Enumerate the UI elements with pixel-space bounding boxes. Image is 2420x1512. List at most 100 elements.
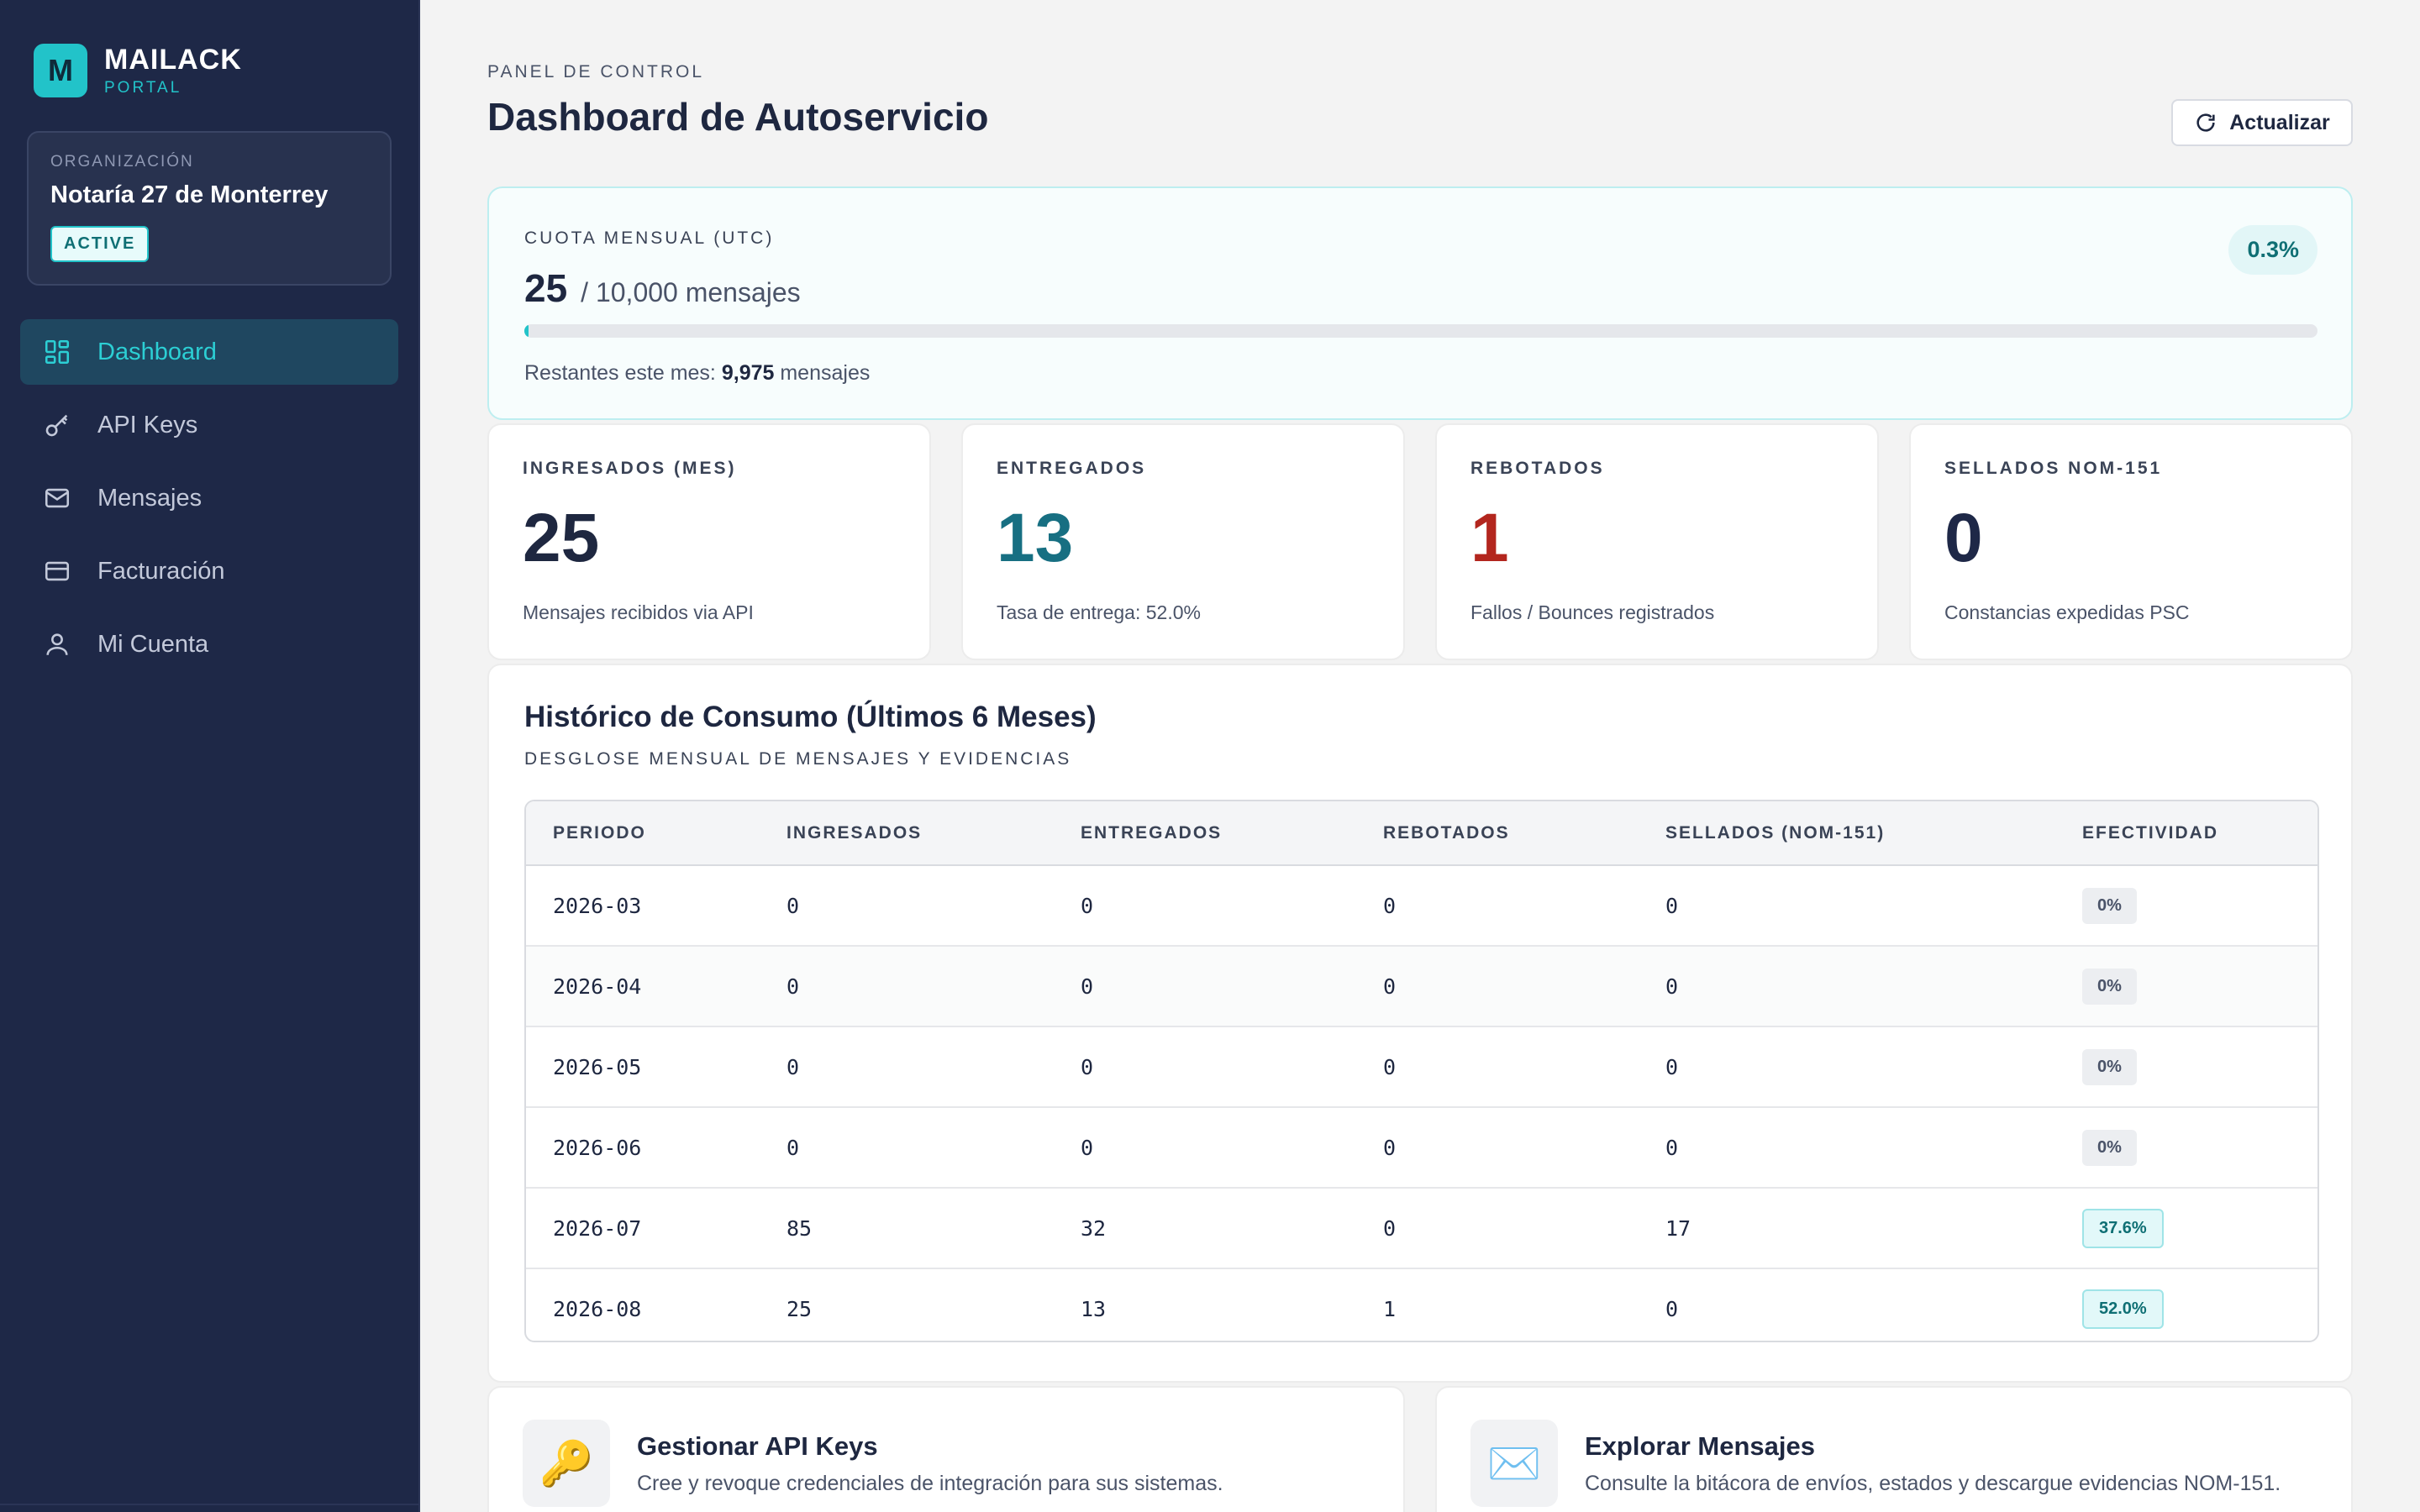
sidebar-item-mi-cuenta[interactable]: Mi Cuenta	[20, 612, 398, 677]
sidebar-item-label: Facturación	[97, 557, 225, 585]
sidebar-nav: Dashboard API Keys Mensajes Facturación …	[20, 319, 398, 685]
stats-row: INGRESADOS (MES) 25 Mensajes recibidos v…	[487, 423, 2353, 660]
stat-card-entregados: ENTREGADOS 13 Tasa de entrega: 52.0%	[961, 423, 1405, 660]
stat-label: ENTREGADOS	[997, 459, 1147, 478]
quota-remaining: Restantes este mes: 9,975 mensajes	[524, 361, 870, 386]
organization-name: Notaría 27 de Monterrey	[50, 181, 329, 208]
sidebar-item-api-keys[interactable]: API Keys	[20, 392, 398, 458]
quota-label: CUOTA MENSUAL (UTC)	[524, 228, 775, 248]
quota-progress-bar	[524, 324, 2317, 338]
cell-periodo: 2026-03	[526, 865, 760, 947]
cell-sellados: 0	[1665, 1297, 1679, 1321]
table-row: 2026-03 0 0 0 0 0%	[526, 865, 2317, 947]
quota-remaining-prefix: Restantes este mes:	[524, 361, 716, 385]
cell-sellados: 0	[1639, 1026, 2055, 1108]
cell-periodo: 2026-08	[553, 1297, 642, 1321]
quick-link-description: Cree y revoque credenciales de integraci…	[637, 1472, 1223, 1495]
brand-logo: M	[34, 44, 87, 97]
effectiveness-badge: 0%	[2082, 968, 2137, 1005]
column-header[interactable]: PERIODO	[526, 801, 760, 866]
key-emoji-icon: 🔑	[523, 1420, 610, 1507]
history-subtitle: DESGLOSE MENSUAL DE MENSAJES Y EVIDENCIA…	[524, 749, 1072, 769]
column-header[interactable]: ENTREGADOS	[1054, 801, 1356, 866]
organization-card: ORGANIZACIÓN Notaría 27 de Monterrey ACT…	[27, 131, 392, 286]
quick-link-api-keys[interactable]: 🔑 Gestionar API Keys Cree y revoque cred…	[487, 1386, 1405, 1512]
history-title: Histórico de Consumo (Últimos 6 Meses)	[524, 701, 1097, 733]
cell-ingresados: 0	[760, 1107, 1054, 1189]
column-header[interactable]: SELLADOS (NOM-151)	[1639, 801, 2055, 866]
brand-subtitle: PORTAL	[104, 79, 182, 97]
column-header[interactable]: INGRESADOS	[760, 801, 1054, 866]
cell-efectividad: 0%	[2055, 865, 2317, 947]
quota-percent-badge: 0.3%	[2228, 225, 2317, 275]
sidebar-item-mensajes[interactable]: Mensajes	[20, 465, 398, 531]
stat-caption: Mensajes recibidos via API	[523, 601, 754, 623]
refresh-button[interactable]: Actualizar	[2171, 99, 2353, 146]
quota-total: / 10,000 mensajes	[581, 277, 801, 307]
cell-entregados: 0	[1054, 865, 1356, 947]
quota-progress-fill	[524, 324, 529, 338]
cell-rebotados: 0	[1356, 946, 1639, 1027]
user-icon	[42, 629, 72, 659]
cell-sellados: 0	[1639, 865, 2055, 947]
sidebar-item-dashboard[interactable]: Dashboard	[20, 319, 398, 385]
cell-ingresados: 25	[786, 1297, 813, 1321]
sidebar-divider	[0, 1504, 420, 1505]
stat-caption: Tasa de entrega: 52.0%	[997, 601, 1201, 623]
cell-rebotados: 0	[1356, 1107, 1639, 1189]
cell-rebotados: 0	[1356, 865, 1639, 947]
stat-label: SELLADOS NOM-151	[1944, 459, 2163, 478]
stat-value: 13	[997, 500, 1074, 576]
effectiveness-badge: 0%	[2082, 1048, 2137, 1085]
cell-entregados: 32	[1054, 1188, 1356, 1269]
mail-icon	[42, 483, 72, 513]
table-row: 2026-04 0 0 0 0 0%	[526, 946, 2317, 1027]
history-table-container: PERIODO INGRESADOS ENTREGADOS REBOTADOS …	[524, 800, 2319, 1342]
sidebar-item-label: Dashboard	[97, 338, 217, 365]
cell-sellados: 0	[1639, 1107, 2055, 1189]
cell-efectividad: 37.6%	[2055, 1188, 2317, 1269]
effectiveness-badge: 0%	[2082, 1129, 2137, 1166]
stat-caption: Constancias expedidas PSC	[1944, 601, 2190, 623]
stat-label: INGRESADOS (MES)	[523, 459, 737, 478]
cell-efectividad: 0%	[2055, 1026, 2317, 1108]
sidebar-item-label: API Keys	[97, 411, 198, 438]
quick-links: 🔑 Gestionar API Keys Cree y revoque cred…	[487, 1386, 2353, 1512]
status-badge: ACTIVE	[50, 226, 150, 262]
table-row: 2026-08 25 13 1 0 52.0%	[526, 1268, 2317, 1341]
cell-periodo: 2026-04	[526, 946, 760, 1027]
history-table: PERIODO INGRESADOS ENTREGADOS REBOTADOS …	[526, 801, 2317, 1341]
quick-link-title: Gestionar API Keys	[637, 1431, 878, 1461]
stat-card-sellados: SELLADOS NOM-151 0 Constancias expedidas…	[1909, 423, 2353, 660]
cell-entregados: 13	[1081, 1297, 1107, 1321]
quota-used: 25	[524, 266, 568, 310]
effectiveness-badge: 37.6%	[2082, 1208, 2164, 1248]
cell-ingresados: 0	[760, 946, 1054, 1027]
envelope-emoji-icon: ✉️	[1470, 1420, 1558, 1507]
quick-link-description: Consulte la bitácora de envíos, estados …	[1585, 1472, 2281, 1495]
main-content: PANEL DE CONTROL Dashboard de Autoservic…	[487, 0, 2353, 1512]
cell-entregados: 0	[1054, 1107, 1356, 1189]
cell-entregados: 0	[1054, 946, 1356, 1027]
cell-sellados: 0	[1639, 946, 2055, 1027]
column-header[interactable]: EFECTIVIDAD	[2055, 801, 2317, 866]
cell-efectividad: 0%	[2055, 946, 2317, 1027]
quick-link-mensajes[interactable]: ✉️ Explorar Mensajes Consulte la bitácor…	[1435, 1386, 2353, 1512]
quota-remaining-suffix: mensajes	[780, 361, 871, 385]
refresh-icon	[2196, 113, 2215, 132]
breadcrumb: PANEL DE CONTROL	[487, 62, 705, 81]
credit-card-icon	[42, 556, 72, 586]
sidebar-item-label: Mi Cuenta	[97, 630, 209, 658]
stat-label: REBOTADOS	[1470, 459, 1605, 478]
stat-caption: Fallos / Bounces registrados	[1470, 601, 1715, 623]
brand-name: MAILACK	[104, 44, 242, 76]
history-card: Histórico de Consumo (Últimos 6 Meses) D…	[487, 664, 2353, 1383]
dashboard-grid-icon	[42, 337, 72, 367]
sidebar-item-facturacion[interactable]: Facturación	[20, 538, 398, 604]
effectiveness-badge: 52.0%	[2082, 1289, 2164, 1329]
brand[interactable]: M MAILACK PORTAL	[34, 44, 242, 97]
cell-periodo: 2026-07	[526, 1188, 760, 1269]
sidebar-item-label: Mensajes	[97, 484, 203, 512]
stat-value: 1	[1470, 500, 1509, 576]
column-header[interactable]: REBOTADOS	[1356, 801, 1639, 866]
